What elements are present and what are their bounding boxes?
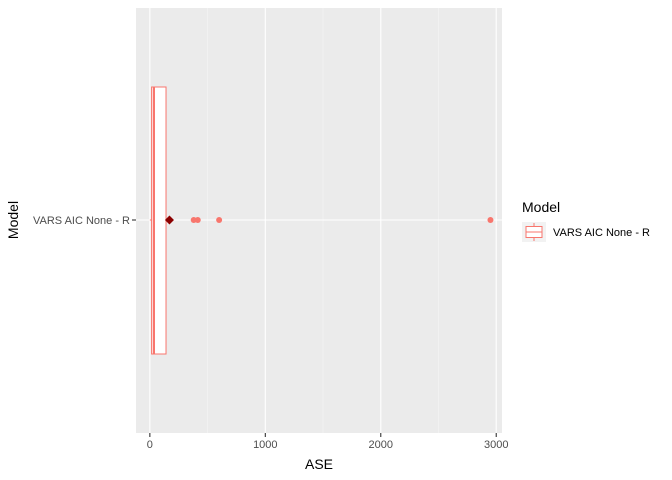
- x-tick-label: 2000: [369, 439, 393, 451]
- plot-marks: [149, 86, 494, 355]
- x-tick-label: 0: [147, 439, 153, 451]
- legend-key: [522, 222, 546, 242]
- outlier-point: [487, 217, 494, 223]
- y-axis-title: Model: [5, 201, 21, 239]
- y-tick-label: VARS AIC None - R: [33, 215, 130, 227]
- legend: Model VARS AIC None - R: [522, 199, 650, 242]
- outlier-point: [194, 217, 201, 223]
- y-axis-ticks: VARS AIC None - R: [33, 215, 136, 227]
- x-tick-label: 1000: [253, 439, 277, 451]
- x-axis-title: ASE: [305, 456, 333, 472]
- x-axis-ticks: 0 1000 2000 3000: [147, 433, 508, 451]
- legend-title: Model: [522, 199, 560, 215]
- x-tick-label: 3000: [484, 439, 508, 451]
- outlier-point: [216, 217, 223, 223]
- legend-label: VARS AIC None - R: [553, 227, 650, 239]
- mean-marker: [164, 215, 174, 225]
